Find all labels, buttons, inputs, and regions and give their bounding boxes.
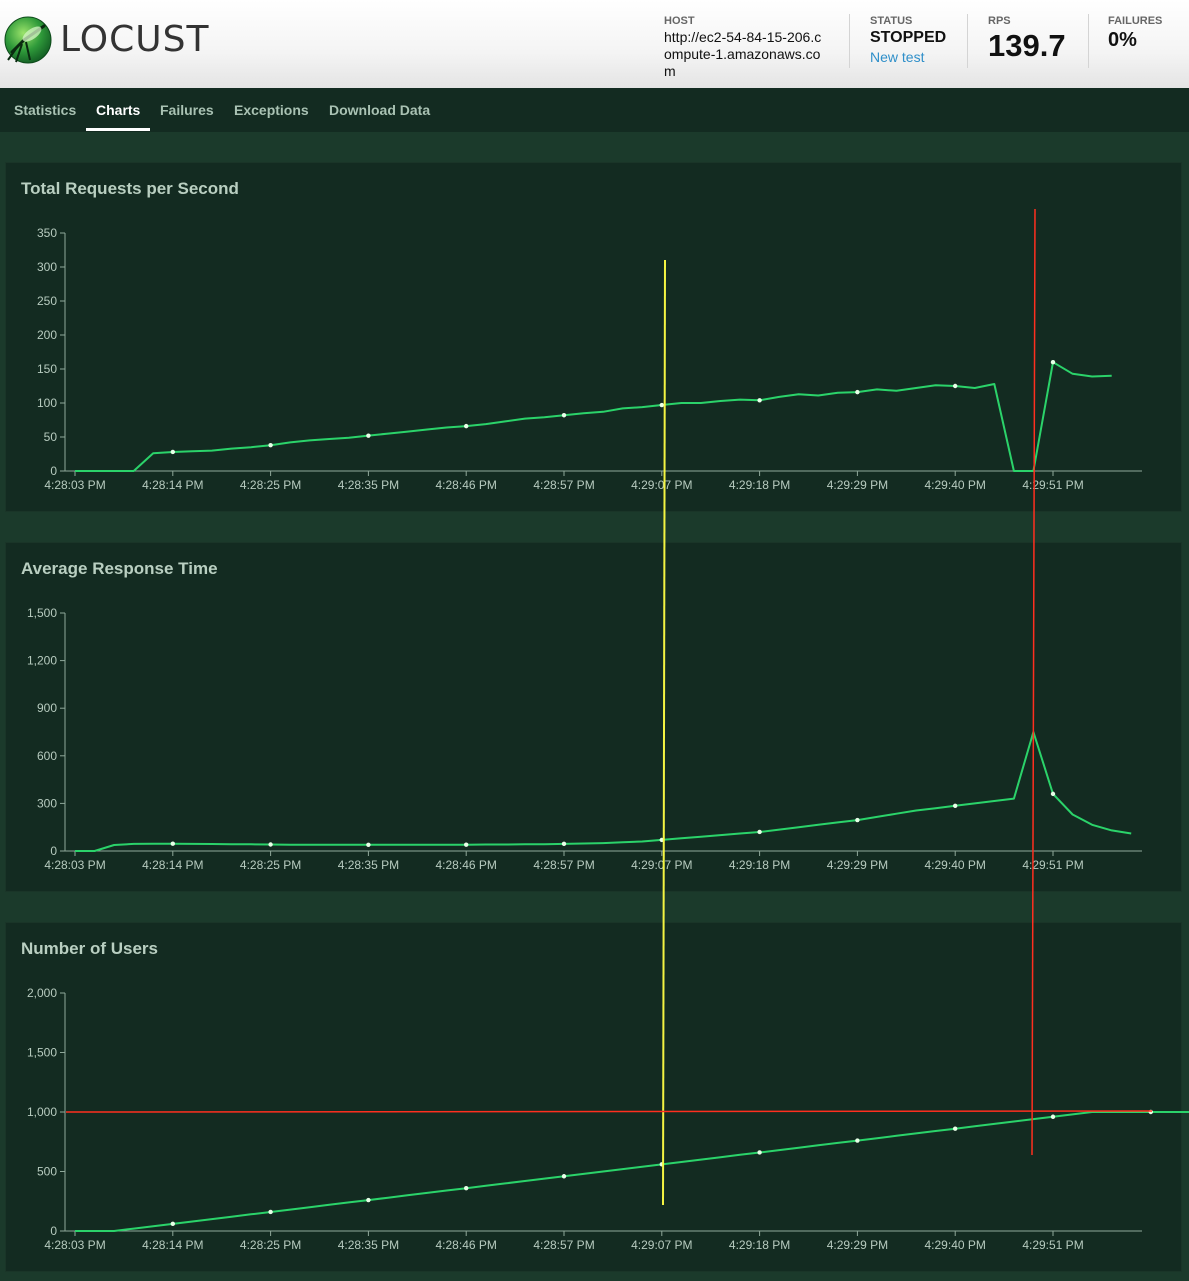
chart-title: Total Requests per Second: [21, 179, 239, 198]
tab-bar: Statistics Charts Failures Exceptions Do…: [0, 88, 1189, 132]
rps-chart-panel: Total Requests per Second: [5, 162, 1182, 512]
chart-title: Number of Users: [21, 939, 158, 958]
header-divider: [967, 14, 968, 68]
host-value: http://ec2-54-84-15-206.compute-1.amazon…: [664, 29, 822, 79]
new-test-link[interactable]: New test: [870, 49, 925, 65]
status-value: STOPPED: [870, 29, 947, 46]
failures-value: 0%: [1108, 29, 1137, 51]
tab-failures[interactable]: Failures: [160, 102, 214, 118]
header-divider: [1088, 14, 1089, 68]
tab-statistics[interactable]: Statistics: [14, 102, 77, 118]
locust-logo-icon: [4, 16, 52, 64]
status-stat: STATUS STOPPED New test: [870, 14, 946, 66]
response-time-chart-panel: Average Response Time: [5, 542, 1182, 892]
rps-label: RPS: [988, 15, 1011, 27]
failures-stat: FAILURES 0%: [1108, 14, 1162, 52]
failures-label: FAILURES: [1108, 15, 1163, 27]
chart-title: Average Response Time: [21, 559, 218, 578]
header-divider: [849, 14, 850, 68]
host-stat: HOST http://ec2-54-84-15-206.compute-1.a…: [664, 14, 824, 80]
header: LOCUST HOST http://ec2-54-84-15-206.comp…: [0, 0, 1189, 88]
users-chart-panel: Number of Users: [5, 922, 1182, 1272]
rps-value: 139.7: [988, 28, 1066, 63]
tab-download-data[interactable]: Download Data: [329, 102, 431, 118]
app-logo-text: LOCUST: [60, 19, 210, 60]
status-label: STATUS: [870, 15, 913, 27]
rps-stat: RPS 139.7: [988, 14, 1066, 63]
host-label: HOST: [664, 15, 695, 27]
tab-charts[interactable]: Charts: [86, 88, 151, 132]
tab-exceptions[interactable]: Exceptions: [234, 102, 309, 118]
